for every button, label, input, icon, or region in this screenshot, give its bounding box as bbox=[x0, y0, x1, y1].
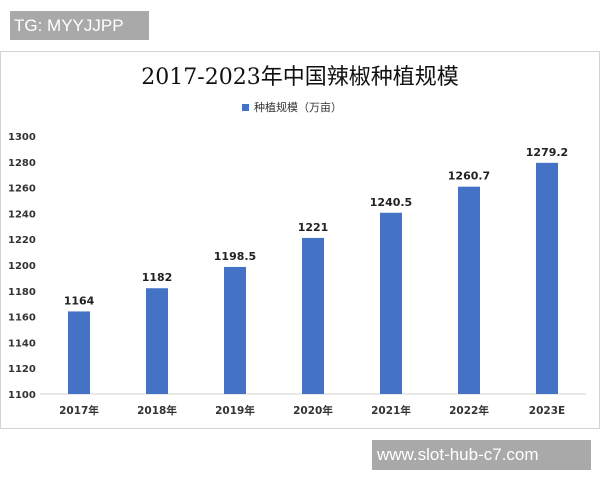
data-label: 1182 bbox=[142, 271, 173, 284]
data-label: 1240.5 bbox=[370, 196, 412, 209]
y-tick-label: 1300 bbox=[8, 132, 36, 143]
y-tick-label: 1140 bbox=[8, 338, 36, 349]
watermark-bottom: www.slot-hub-c7.com bbox=[372, 440, 591, 470]
x-tick-label: 2019年 bbox=[215, 404, 255, 417]
y-tick-label: 1220 bbox=[8, 235, 36, 246]
y-tick-label: 1160 bbox=[8, 313, 36, 324]
y-tick-label: 1100 bbox=[8, 390, 36, 401]
x-tick-label: 2023E bbox=[529, 405, 565, 417]
bar bbox=[146, 288, 168, 394]
y-tick-label: 1260 bbox=[8, 184, 36, 195]
bar bbox=[302, 237, 324, 394]
x-tick-label: 2017年 bbox=[59, 404, 99, 417]
bar bbox=[536, 162, 558, 394]
data-label: 1164 bbox=[64, 294, 95, 307]
data-label: 1198.5 bbox=[214, 250, 256, 263]
chart-title: 2017-2023年中国辣椒种植规模 bbox=[141, 65, 458, 90]
x-tick-label: 2020年 bbox=[293, 404, 333, 417]
bar bbox=[68, 311, 90, 394]
x-tick-label: 2021年 bbox=[371, 404, 411, 417]
x-tick-label: 2018年 bbox=[137, 404, 177, 417]
data-label: 1279.2 bbox=[526, 146, 568, 159]
y-tick-label: 1120 bbox=[8, 364, 36, 375]
data-label: 1221 bbox=[298, 221, 329, 234]
bar bbox=[380, 212, 402, 394]
data-label: 1260.7 bbox=[448, 170, 490, 183]
bar bbox=[458, 186, 480, 394]
x-tick-label: 2022年 bbox=[449, 404, 489, 417]
y-tick-label: 1240 bbox=[8, 209, 36, 220]
watermark-top: TG: MYYJJPP bbox=[10, 11, 149, 40]
y-tick-label: 1280 bbox=[8, 158, 36, 169]
y-tick-label: 1180 bbox=[8, 287, 36, 298]
bar bbox=[224, 266, 246, 394]
legend-label: 种植规模（万亩） bbox=[254, 100, 342, 114]
y-tick-label: 1200 bbox=[8, 261, 36, 272]
legend-swatch bbox=[242, 104, 249, 111]
